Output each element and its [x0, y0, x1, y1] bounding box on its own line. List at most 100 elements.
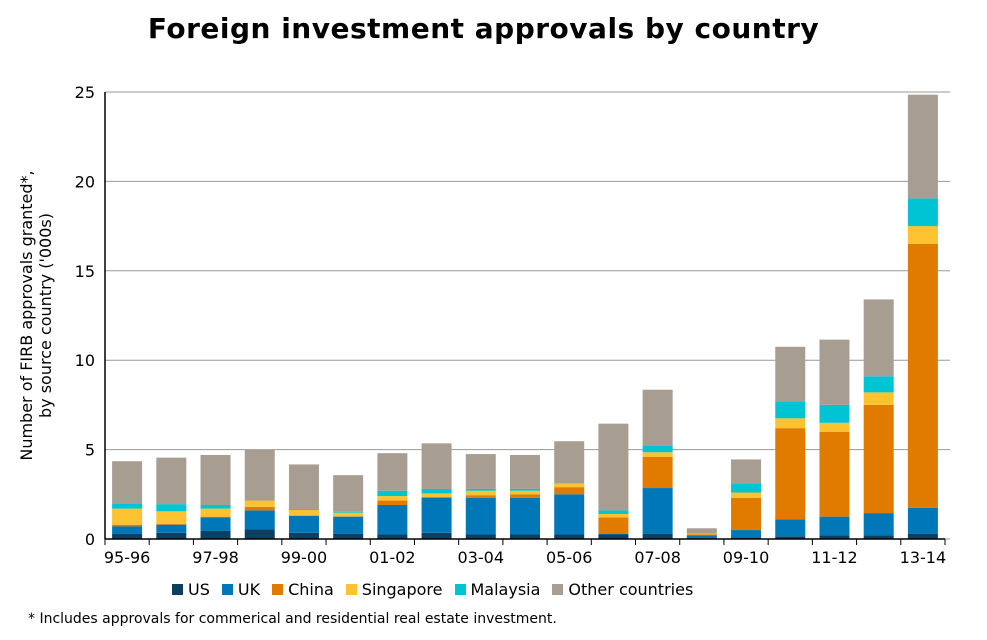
bar-segment-uk [819, 516, 850, 536]
bar-segment-china [465, 495, 496, 498]
bar-segment-us [863, 535, 894, 539]
bar-segment-uk [686, 535, 717, 539]
bar-segment-us [731, 537, 762, 539]
bar-segment-china [907, 243, 938, 508]
bar-segment-us [598, 534, 629, 539]
bar-segment-us [377, 534, 408, 539]
bar-segment-singapore [642, 452, 673, 457]
bar-segment-singapore [288, 510, 319, 516]
legend-item: China [272, 580, 334, 599]
y-tick-label: 5 [85, 441, 95, 460]
bar-segment-malaysia [112, 503, 143, 509]
bar-segment-singapore [421, 493, 452, 497]
legend-label: China [288, 580, 334, 599]
legend-swatch [454, 584, 466, 595]
bar-segment-us [156, 532, 187, 539]
bar-segment-singapore [244, 500, 275, 507]
bar-segment-singapore [510, 490, 540, 495]
bar-segment-singapore [907, 226, 938, 244]
bar-segment-other-countries [333, 475, 364, 512]
bar-segment-malaysia [333, 511, 364, 513]
bar-segment-singapore [156, 511, 187, 524]
bar-segment-other-countries [244, 449, 275, 501]
bar-segment-other-countries [112, 461, 143, 504]
bar-segment-us [642, 533, 673, 539]
legend-swatch [345, 584, 357, 595]
bar-segment-us [333, 533, 364, 539]
bar-segment-other-countries [819, 339, 850, 405]
y-tick-label: 20 [75, 172, 95, 191]
bar-segment-other-countries [731, 459, 762, 484]
legend-label: Other countries [568, 580, 694, 599]
bar-segment-singapore [465, 490, 496, 496]
bar-segment-uk [907, 507, 938, 534]
x-tick-label: 11-12 [811, 548, 858, 567]
bar-segment-singapore [686, 533, 717, 535]
bar-segment-malaysia [465, 488, 496, 491]
x-tick-label: 99-00 [281, 548, 328, 567]
bar-segment-malaysia [377, 490, 408, 497]
x-tick-label: 05-06 [546, 548, 593, 567]
bar-segment-uk [775, 519, 806, 537]
y-tick-label: 25 [75, 83, 95, 102]
bar-segment-other-countries [775, 346, 806, 402]
legend-swatch [221, 584, 233, 595]
bar-segment-uk [642, 488, 673, 534]
bar-segment-uk [731, 530, 762, 538]
bar-segment-singapore [598, 513, 629, 518]
bar-segment-singapore [554, 483, 585, 488]
legend-swatch [552, 584, 564, 595]
bar-segment-singapore [819, 422, 850, 432]
bar-segment-other-countries [288, 464, 319, 510]
bar-segment-malaysia [907, 198, 938, 227]
x-tick-label: 95-96 [104, 548, 151, 567]
bar-segment-china [112, 524, 143, 527]
legend-item: US [172, 580, 210, 599]
bar-segment-other-countries [907, 94, 938, 199]
bar-segment-malaysia [510, 488, 540, 491]
legend-item: Malaysia [454, 580, 540, 599]
bar-segment-uk [465, 497, 496, 535]
bar-segment-singapore [333, 512, 364, 517]
bar-segment-china [377, 500, 408, 506]
bar-segment-us [775, 536, 806, 539]
bar-segment-uk [112, 526, 143, 534]
bar-segment-uk [554, 494, 585, 535]
legend-swatch [172, 584, 183, 595]
bar-segment-malaysia [200, 505, 231, 509]
legend-item: UK [221, 580, 260, 599]
bar-segment-china [775, 428, 806, 520]
bar-segment-malaysia [775, 401, 806, 419]
bar-segment-other-countries [465, 454, 496, 489]
bar-segment-us [554, 534, 585, 539]
bar-segment-china [731, 497, 762, 531]
bar-segment-other-countries [377, 453, 408, 491]
bar-segment-singapore [863, 392, 894, 405]
legend-label: US [188, 580, 210, 599]
bar-segment-other-countries [863, 299, 894, 377]
bar-segment-uk [598, 533, 629, 535]
bar-segment-uk [156, 524, 187, 533]
bar-segment-other-countries [598, 423, 629, 511]
bar-segment-malaysia [288, 509, 319, 511]
bar-segment-other-countries [200, 454, 231, 506]
bar-segment-malaysia [156, 504, 187, 512]
legend: US UK China Singapore Malaysia Other countrie… [172, 580, 693, 599]
bar-segment-uk [333, 516, 364, 534]
bar-segment-us [819, 535, 850, 539]
bar-segment-us [510, 534, 540, 539]
bar-segment-china [863, 404, 894, 514]
x-tick-label: 07-08 [634, 548, 681, 567]
x-tick-label: 13-14 [900, 548, 947, 567]
bar-segment-other-countries [156, 457, 187, 505]
bar-segment-china [598, 517, 629, 534]
bar-segment-china [819, 431, 850, 517]
bar-segment-uk [510, 497, 540, 535]
x-tick-label: 01-02 [369, 548, 416, 567]
x-tick-label: 97-98 [192, 548, 239, 567]
bar-segment-china [510, 494, 540, 498]
y-tick-label: 15 [75, 262, 95, 281]
bar-segment-malaysia [421, 488, 452, 494]
legend-item: Singapore [345, 580, 443, 599]
